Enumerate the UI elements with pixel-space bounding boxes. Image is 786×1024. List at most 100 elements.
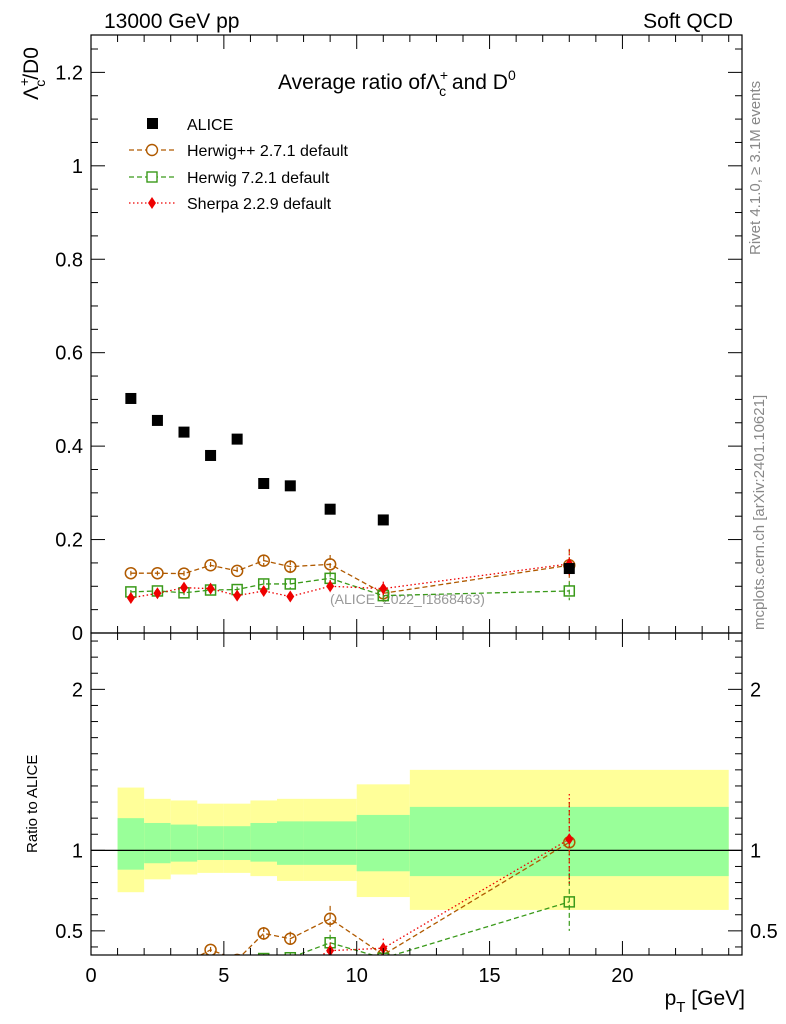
green-band xyxy=(250,822,277,862)
green-band xyxy=(170,824,198,862)
green-band xyxy=(356,814,410,872)
header-right: Soft QCD xyxy=(643,10,733,33)
y-tick-label: 0.8 xyxy=(55,249,83,271)
mcplots-label: mcplots.cern.ch [arXiv:2401.10621] xyxy=(751,395,768,630)
data-point-sherpa-2-2-9-default xyxy=(233,974,241,986)
legend-marker-herwig7 xyxy=(146,171,158,183)
data-point-sherpa-2-2-9-default xyxy=(260,960,268,972)
y-tick-label: 1.2 xyxy=(55,62,83,84)
data-point-herwig-2-7-1-default xyxy=(177,567,191,580)
green-band xyxy=(223,826,251,861)
data-point-herwig-2-7-1-default xyxy=(151,566,164,580)
data-point-sherpa-2-2-9-default xyxy=(233,589,242,602)
header-left: 13000 GeV pp xyxy=(104,10,239,33)
main-plot: 0 0.2 0.4 0.6 0.8 1 1.2 xyxy=(55,34,743,645)
data-point-herwig-2-7-1-default xyxy=(323,558,337,571)
data-point-herwig-7-2-1-default xyxy=(257,952,270,955)
ratio-ylabel: Ratio to ALICE xyxy=(24,755,41,853)
rivet-label: Rivet 4.1.0, ≥ 3.1M events xyxy=(747,81,764,255)
data-point-alice xyxy=(178,426,190,438)
series-line-herwig-2-7-1-default xyxy=(199,841,570,955)
data-point-herwig-2-7-1-default xyxy=(323,912,337,926)
data-point-herwig-2-7-1-default xyxy=(152,961,163,972)
legend-marker-sherpa xyxy=(148,197,156,209)
data-point-alice xyxy=(377,514,389,526)
main-title: Average ratio ofΛ+ c and D0 xyxy=(278,67,516,99)
data-point-herwig-7-2-1-default xyxy=(563,896,576,908)
data-point-sherpa-2-2-9-default xyxy=(126,591,135,604)
data-point-herwig-2-7-1-default xyxy=(233,953,242,955)
data-point-alice xyxy=(125,392,137,404)
data-point-sherpa-2-2-9-default xyxy=(180,581,188,594)
data-point-sherpa-2-2-9-default xyxy=(286,965,294,977)
data-point-herwig-7-2-1-default xyxy=(179,974,189,984)
legend-marker-herwigpp xyxy=(145,143,159,157)
green-band xyxy=(197,826,224,861)
data-point-sherpa-2-2-9-default xyxy=(259,584,268,597)
ratio-y-tick-label-right: 2 xyxy=(750,679,761,701)
ratio-y-tick-label: 2 xyxy=(72,679,83,701)
x-tick-label: 20 xyxy=(611,965,633,987)
analysis-watermark: (ALICE_2022_I1868463) xyxy=(330,591,485,607)
legend-label-herwig7: Herwig 7.2.1 default xyxy=(187,170,330,187)
data-point-herwig-2-7-1-default xyxy=(125,965,136,976)
x-axis-label: pT [GeV] xyxy=(665,987,745,1016)
data-point-herwig-2-7-1-default xyxy=(204,943,217,955)
green-band xyxy=(144,822,171,864)
green-band xyxy=(303,821,357,865)
series-herwig-2-7-1-default xyxy=(124,548,576,602)
series-line-herwig-7-2-1-default xyxy=(130,577,570,597)
series-sherpa-2-2-9-default xyxy=(126,549,574,604)
data-point-sherpa-2-2-9-default xyxy=(153,975,161,987)
x-tick-label: 15 xyxy=(478,965,500,987)
x-tick-label: 0 xyxy=(85,965,96,987)
data-point-herwig-7-2-1-default xyxy=(284,951,297,955)
data-point-sherpa-2-2-9-default xyxy=(326,580,335,593)
green-band xyxy=(277,821,304,865)
data-point-herwig-7-2-1-default xyxy=(152,974,162,984)
data-point-sherpa-2-2-9-default xyxy=(565,833,574,846)
data-point-herwig-2-7-1-default xyxy=(179,958,190,969)
data-point-herwig-2-7-1-default xyxy=(284,560,297,573)
ratio-y-tick-label: 1 xyxy=(72,840,83,862)
green-band xyxy=(117,818,145,870)
series-line-sherpa-2-2-9-default xyxy=(130,563,570,599)
ratio-frame xyxy=(90,632,743,956)
ratio-y-tick-label: 0.5 xyxy=(55,921,83,943)
y-tick-label: 0.2 xyxy=(55,530,83,552)
data-point-herwig-2-7-1-default xyxy=(257,927,270,940)
uncertainty-bands xyxy=(117,769,729,910)
data-point-herwig-7-2-1-default xyxy=(126,978,136,988)
data-point-alice xyxy=(284,480,296,492)
y-tick-label: 0.6 xyxy=(55,343,83,365)
x-tick-label: 5 xyxy=(218,965,229,987)
data-point-alice xyxy=(151,414,163,426)
data-point-sherpa-2-2-9-default xyxy=(207,965,215,977)
data-point-sherpa-2-2-9-default xyxy=(206,582,215,595)
y-tick-label: 1 xyxy=(72,156,83,178)
y-tick-label: 0 xyxy=(72,623,83,645)
data-point-herwig-7-2-1-default xyxy=(563,585,576,597)
x-tick-label: 10 xyxy=(346,965,368,987)
legend-marker-alice xyxy=(147,118,158,129)
data-point-herwig-2-7-1-default xyxy=(204,559,217,572)
data-point-herwig-2-7-1-default xyxy=(230,564,244,578)
ratio-y-tick-label-right: 1 xyxy=(750,840,761,862)
data-point-herwig-7-2-1-default xyxy=(284,578,297,590)
data-point-sherpa-2-2-9-default xyxy=(127,981,135,993)
data-point-sherpa-2-2-9-default xyxy=(379,582,388,595)
data-point-herwig-2-7-1-default xyxy=(124,566,138,580)
legend-label-sherpa: Sherpa 2.2.9 default xyxy=(187,196,332,213)
ratio-plot: 0.5 0.51 12 20 5 10 15 20 xyxy=(55,632,778,993)
ratio-y-tick-label-right: 0.5 xyxy=(750,921,778,943)
series-alice xyxy=(125,392,575,575)
data-point-herwig-7-2-1-default xyxy=(232,970,242,980)
legend-label-herwigpp: Herwig++ 2.7.1 default xyxy=(187,143,349,160)
y-tick-label: 0.4 xyxy=(55,436,83,458)
data-point-alice xyxy=(563,563,575,575)
data-point-alice xyxy=(258,478,270,489)
series-line-herwig-2-7-1-default xyxy=(130,559,570,594)
legend: ALICE Herwig++ 2.7.1 default Herwig 7.2.… xyxy=(129,117,349,213)
data-point-sherpa-2-2-9-default xyxy=(286,590,295,603)
data-point-alice xyxy=(231,433,243,445)
